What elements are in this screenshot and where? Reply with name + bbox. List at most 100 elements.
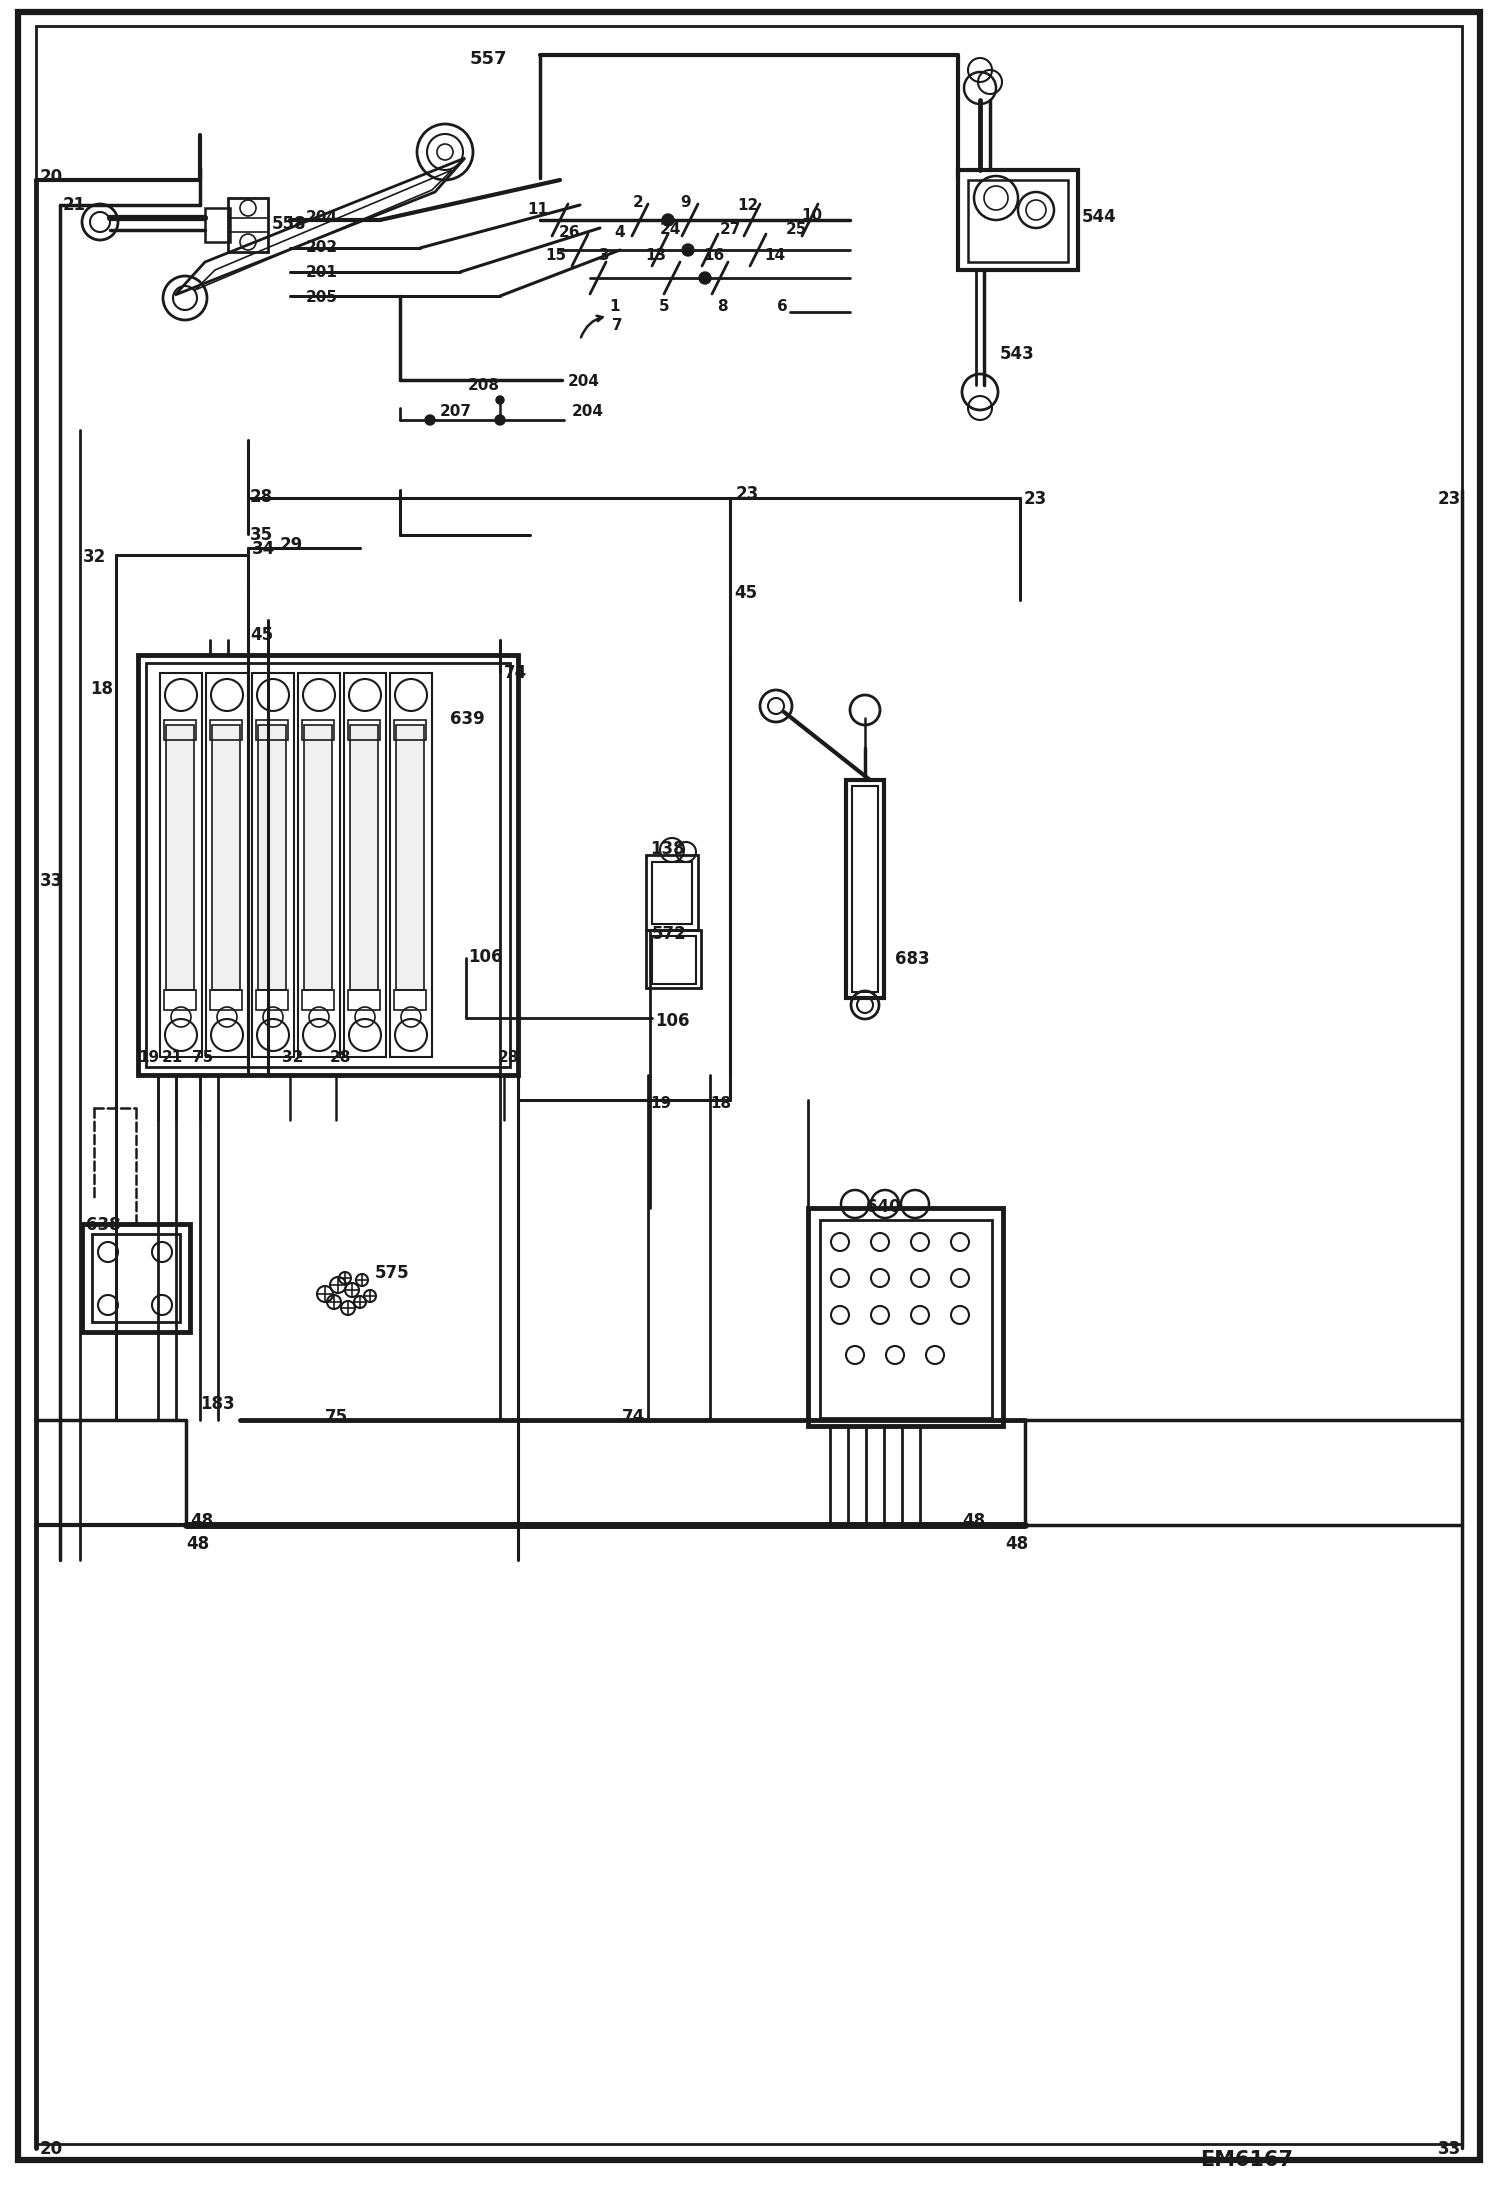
Bar bbox=[91, 1233, 180, 1323]
Text: 27: 27 bbox=[719, 222, 740, 237]
Text: 7: 7 bbox=[613, 318, 623, 333]
Text: 204: 204 bbox=[568, 373, 601, 388]
Text: 48: 48 bbox=[190, 1512, 213, 1529]
Text: 32: 32 bbox=[282, 1051, 304, 1064]
Text: 204: 204 bbox=[572, 404, 604, 419]
Text: 138: 138 bbox=[650, 840, 685, 858]
Text: 640: 640 bbox=[866, 1198, 900, 1215]
Bar bbox=[348, 720, 380, 739]
Text: 33: 33 bbox=[40, 871, 63, 891]
Circle shape bbox=[496, 395, 503, 404]
Text: 48: 48 bbox=[186, 1536, 210, 1553]
Bar bbox=[252, 674, 294, 1058]
Bar bbox=[389, 674, 431, 1058]
Bar bbox=[138, 656, 518, 1075]
Bar bbox=[819, 1220, 992, 1417]
Bar bbox=[258, 724, 286, 989]
Text: 683: 683 bbox=[894, 950, 930, 968]
Text: 15: 15 bbox=[545, 248, 566, 263]
Text: 19: 19 bbox=[650, 1097, 671, 1110]
Bar bbox=[395, 724, 424, 989]
Text: 21: 21 bbox=[63, 195, 85, 215]
Text: 25: 25 bbox=[785, 222, 807, 237]
Text: 18: 18 bbox=[710, 1097, 731, 1110]
Text: 5: 5 bbox=[659, 298, 670, 314]
Bar bbox=[646, 856, 698, 930]
Bar bbox=[163, 989, 196, 1009]
Bar bbox=[82, 1224, 190, 1332]
Text: 1: 1 bbox=[610, 298, 620, 314]
Text: 183: 183 bbox=[201, 1395, 235, 1413]
Text: 204: 204 bbox=[306, 211, 339, 226]
Bar bbox=[646, 930, 701, 987]
Text: 24: 24 bbox=[659, 222, 680, 237]
Text: 48: 48 bbox=[1005, 1536, 1028, 1553]
Text: 205: 205 bbox=[306, 290, 339, 305]
Bar bbox=[652, 862, 692, 924]
Text: 23: 23 bbox=[1025, 489, 1047, 509]
Text: 208: 208 bbox=[467, 377, 500, 393]
Text: 26: 26 bbox=[559, 226, 581, 239]
Text: 201: 201 bbox=[306, 265, 339, 281]
Text: 18: 18 bbox=[90, 680, 112, 698]
Text: 16: 16 bbox=[704, 248, 725, 263]
Text: 558: 558 bbox=[273, 215, 307, 233]
Bar bbox=[213, 724, 240, 989]
Circle shape bbox=[662, 215, 674, 226]
Bar bbox=[145, 663, 509, 1066]
Text: 2: 2 bbox=[632, 195, 643, 211]
Text: 11: 11 bbox=[527, 202, 548, 217]
Text: 21: 21 bbox=[162, 1051, 183, 1064]
Text: 23: 23 bbox=[736, 485, 759, 502]
Text: 45: 45 bbox=[250, 625, 273, 645]
Bar bbox=[394, 720, 425, 739]
Text: 9: 9 bbox=[680, 195, 691, 211]
Bar bbox=[207, 674, 249, 1058]
Text: 48: 48 bbox=[962, 1512, 986, 1529]
Bar bbox=[163, 720, 196, 739]
Bar bbox=[348, 989, 380, 1009]
Bar bbox=[394, 989, 425, 1009]
Text: 33: 33 bbox=[1438, 2139, 1461, 2159]
Bar bbox=[852, 785, 878, 992]
Text: 12: 12 bbox=[737, 197, 758, 213]
Text: 29: 29 bbox=[280, 535, 303, 555]
Text: 74: 74 bbox=[622, 1409, 646, 1426]
Text: 75: 75 bbox=[192, 1051, 213, 1064]
Text: 543: 543 bbox=[1001, 344, 1035, 362]
Text: 638: 638 bbox=[85, 1215, 121, 1233]
Text: 8: 8 bbox=[716, 298, 728, 314]
Bar bbox=[166, 724, 195, 989]
Text: 28: 28 bbox=[250, 487, 273, 507]
Bar bbox=[652, 937, 697, 983]
Text: 28: 28 bbox=[497, 1051, 520, 1064]
Bar bbox=[351, 724, 377, 989]
Text: EM6167: EM6167 bbox=[1200, 2150, 1293, 2170]
Text: 45: 45 bbox=[734, 584, 756, 601]
Text: 207: 207 bbox=[440, 404, 472, 419]
Text: 20: 20 bbox=[40, 169, 63, 186]
Bar bbox=[807, 1209, 1004, 1426]
Text: 32: 32 bbox=[82, 548, 106, 566]
Text: 13: 13 bbox=[646, 248, 667, 263]
Text: 75: 75 bbox=[325, 1409, 348, 1426]
Bar bbox=[846, 781, 884, 998]
Text: 20: 20 bbox=[40, 2139, 63, 2159]
Bar bbox=[303, 989, 334, 1009]
Bar bbox=[160, 674, 202, 1058]
Circle shape bbox=[700, 272, 712, 283]
Text: 106: 106 bbox=[655, 1011, 689, 1029]
Bar bbox=[298, 674, 340, 1058]
Text: 10: 10 bbox=[801, 208, 822, 224]
Text: 572: 572 bbox=[652, 926, 686, 943]
Bar bbox=[210, 720, 243, 739]
Bar bbox=[959, 169, 1079, 270]
Bar bbox=[256, 989, 288, 1009]
Bar bbox=[968, 180, 1068, 261]
Bar bbox=[303, 720, 334, 739]
Circle shape bbox=[682, 244, 694, 257]
Text: 639: 639 bbox=[449, 711, 485, 728]
Text: 28: 28 bbox=[330, 1051, 352, 1064]
Text: 544: 544 bbox=[1082, 208, 1116, 226]
Text: 557: 557 bbox=[470, 50, 508, 68]
